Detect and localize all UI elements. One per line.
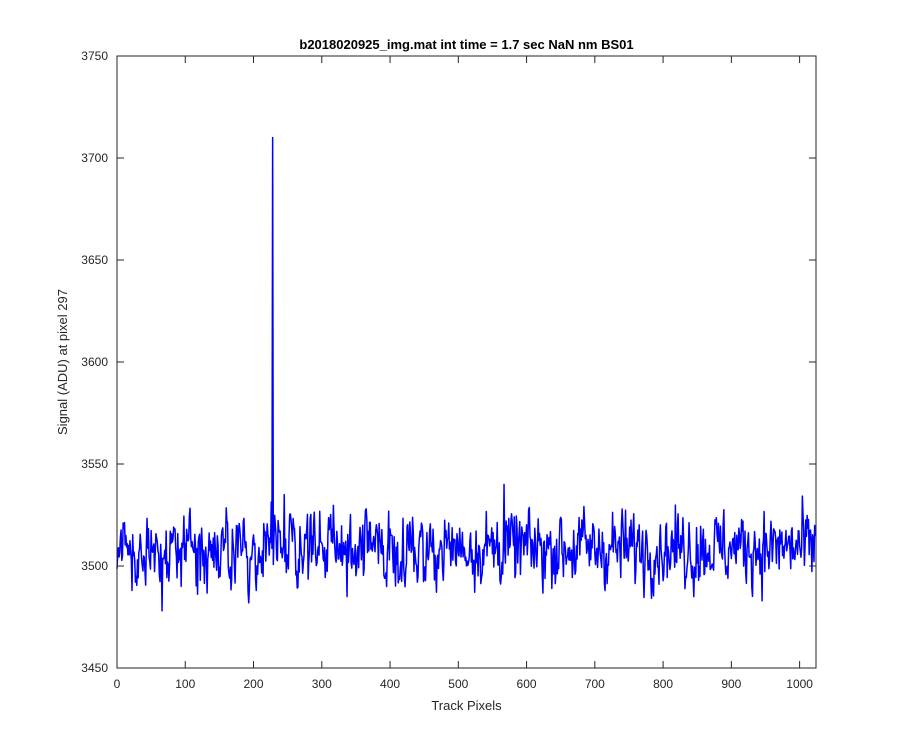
x-tick-label: 900 — [721, 677, 741, 691]
y-axis: 3450 3500 3550 3600 3650 3700 3750 — [81, 49, 816, 675]
series-line — [116, 136, 817, 612]
x-tick-label: 600 — [517, 677, 537, 691]
y-tick-label: 3600 — [81, 355, 108, 369]
x-tick-label: 200 — [244, 677, 264, 691]
y-tick-label: 3500 — [81, 559, 108, 573]
x-tick-label: 1000 — [786, 677, 813, 691]
x-tick-label: 700 — [585, 677, 605, 691]
x-tick-label: 0 — [114, 677, 121, 691]
y-tick-label: 3650 — [81, 253, 108, 267]
x-axis-label: Track Pixels — [431, 698, 502, 713]
y-tick-label: 3550 — [81, 457, 108, 471]
x-axis: 0 100 200 300 400 500 600 700 800 900 1000 — [114, 56, 813, 691]
chart-title: b2018020925_img.mat int time = 1.7 sec N… — [299, 37, 633, 52]
y-axis-label: Signal (ADU) at pixel 297 — [55, 289, 70, 435]
x-tick-label: 100 — [175, 677, 195, 691]
x-tick-label: 800 — [653, 677, 673, 691]
y-tick-label: 3450 — [81, 661, 108, 675]
x-tick-label: 300 — [312, 677, 332, 691]
y-tick-label: 3700 — [81, 151, 108, 165]
x-tick-label: 500 — [448, 677, 468, 691]
x-tick-label: 400 — [380, 677, 400, 691]
plot-area-background — [117, 56, 816, 668]
y-tick-label: 3750 — [81, 49, 108, 63]
